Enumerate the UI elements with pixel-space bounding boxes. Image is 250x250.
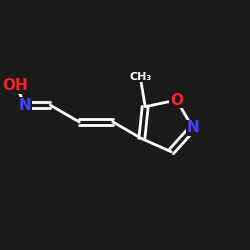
Text: O: O (170, 92, 183, 108)
Text: N: N (186, 120, 199, 135)
Text: OH: OH (2, 78, 28, 93)
Text: CH₃: CH₃ (129, 72, 151, 82)
Text: N: N (19, 98, 32, 112)
